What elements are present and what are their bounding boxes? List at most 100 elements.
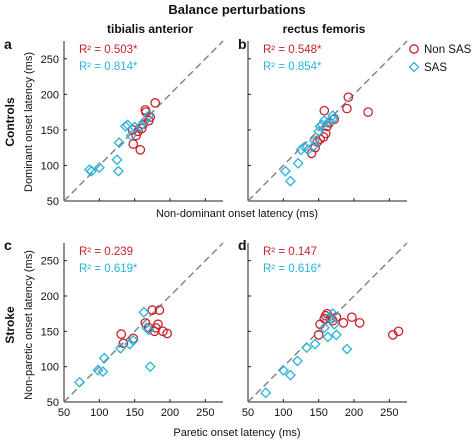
r2-non-sas-b: R² = 0.548* bbox=[263, 44, 322, 56]
x-tick-label-d: 250 bbox=[380, 407, 398, 419]
point-sas-d bbox=[260, 387, 272, 399]
point-sas-a bbox=[143, 110, 155, 122]
point-non-sas-c bbox=[147, 305, 158, 315]
r2-sas-b: R² = 0.854* bbox=[263, 61, 322, 73]
point-sas-d bbox=[323, 311, 335, 323]
point-sas-a bbox=[86, 165, 98, 177]
x-tick-label-c: 100 bbox=[90, 407, 108, 419]
col-title-tibialis: tibialis anterior bbox=[107, 22, 193, 36]
point-sas-b bbox=[316, 119, 328, 131]
point-sas-d bbox=[327, 308, 339, 320]
panel-c: 50 100 150 200 250 50 100 150 200 250 R² = 0.239 R²… bbox=[41, 242, 224, 419]
point-sas-d bbox=[277, 364, 289, 376]
panel-letter-d: d bbox=[238, 237, 247, 253]
point-non-sas-d bbox=[338, 318, 349, 328]
point-sas-d bbox=[341, 343, 353, 355]
x-tick-label-d: 50 bbox=[242, 407, 254, 419]
identity-line-c bbox=[63, 242, 224, 403]
identity-line-d bbox=[247, 242, 408, 403]
point-sas-c bbox=[97, 366, 109, 378]
legend-non-sas-marker bbox=[409, 44, 419, 54]
figure-title: Balance perturbations bbox=[168, 2, 305, 17]
x-tick-label-d: 200 bbox=[345, 407, 363, 419]
x-tick-label-c: 150 bbox=[125, 407, 143, 419]
point-non-sas-a bbox=[150, 98, 161, 108]
r2-non-sas-d: R² = 0.147 bbox=[263, 246, 317, 258]
panel-a: 50 100 150 200 250 R² = 0.503* R² = 0.814* bbox=[41, 40, 224, 208]
point-non-sas-b bbox=[319, 105, 330, 116]
point-sas-b bbox=[327, 110, 339, 122]
y-tick-label-c: 200 bbox=[41, 291, 59, 303]
point-sas-c bbox=[143, 324, 155, 336]
point-sas-a bbox=[122, 119, 134, 131]
x-tick-label-c: 250 bbox=[196, 407, 214, 419]
legend-sas-label: SAS bbox=[424, 62, 447, 74]
r2-sas-c: R² = 0.619* bbox=[79, 263, 138, 275]
panel-letter-c: c bbox=[4, 237, 12, 253]
point-non-sas-d bbox=[354, 318, 365, 328]
point-non-sas-c bbox=[154, 305, 165, 315]
point-sas-d bbox=[330, 329, 342, 341]
row-label-controls: Controls bbox=[3, 97, 17, 147]
point-sas-d bbox=[284, 369, 296, 381]
x-tick-label-c: 50 bbox=[58, 407, 70, 419]
point-non-sas-b bbox=[363, 107, 373, 117]
panel-b: R² = 0.548* R² = 0.854* bbox=[247, 40, 408, 202]
y-tick-label-a: 250 bbox=[41, 54, 59, 66]
identity-line-b bbox=[247, 40, 408, 202]
r2-non-sas-a: R² = 0.503* bbox=[79, 44, 138, 56]
x-tick-label-c: 200 bbox=[161, 407, 179, 419]
point-sas-d bbox=[301, 342, 313, 354]
y-tick-label-a: 150 bbox=[41, 125, 59, 137]
legend-sas-marker bbox=[408, 61, 420, 73]
y-tick-label-c: 250 bbox=[41, 256, 59, 268]
ylabel-stroke: Non-paretic onset latency (ms) bbox=[23, 250, 35, 400]
point-sas-c bbox=[144, 361, 156, 373]
point-non-sas-b bbox=[342, 103, 352, 114]
point-non-sas-d bbox=[313, 330, 324, 340]
point-sas-d bbox=[291, 355, 303, 367]
point-sas-a bbox=[111, 154, 123, 166]
panel-letter-a: a bbox=[4, 36, 12, 52]
row-label-stroke: Stroke bbox=[3, 306, 17, 344]
panel-letter-b: b bbox=[238, 36, 247, 52]
col-title-rectus: rectus femoris bbox=[283, 22, 366, 36]
point-non-sas-c bbox=[116, 329, 127, 340]
point-non-sas-c bbox=[153, 319, 163, 330]
panel-d: 50 100 150 200 250 R² = 0.147 R² = 0.616* bbox=[242, 242, 408, 419]
r2-sas-d: R² = 0.616* bbox=[263, 263, 322, 275]
legend-non-sas-label: Non SAS bbox=[424, 44, 472, 56]
ylabel-controls: Dominant onset latency (ms) bbox=[23, 52, 35, 192]
point-sas-b bbox=[308, 135, 320, 147]
point-sas-a bbox=[93, 162, 105, 174]
point-sas-b bbox=[279, 165, 291, 177]
y-tick-label-c: 100 bbox=[41, 362, 59, 374]
point-sas-a bbox=[113, 137, 125, 149]
xlabel-stroke: Paretic onset latency (ms) bbox=[173, 427, 300, 439]
point-sas-d bbox=[328, 318, 340, 330]
x-tick-label-d: 100 bbox=[274, 407, 292, 419]
y-tick-label-a: 50 bbox=[47, 196, 59, 208]
point-sas-b bbox=[292, 157, 304, 169]
point-non-sas-a bbox=[128, 139, 139, 149]
y-tick-label-a: 100 bbox=[41, 160, 59, 172]
point-non-sas-c bbox=[118, 338, 129, 349]
point-sas-b bbox=[284, 175, 296, 187]
point-sas-c bbox=[92, 364, 104, 376]
point-non-sas-d bbox=[347, 312, 357, 323]
point-sas-d bbox=[309, 338, 321, 350]
point-sas-b bbox=[308, 140, 320, 152]
point-sas-c bbox=[115, 342, 127, 354]
point-non-sas-c bbox=[162, 328, 173, 339]
point-sas-c bbox=[98, 352, 110, 364]
point-sas-c bbox=[138, 306, 150, 318]
y-tick-label-c: 50 bbox=[47, 397, 59, 409]
point-sas-c bbox=[124, 338, 136, 350]
point-non-sas-b bbox=[343, 92, 354, 103]
point-sas-b bbox=[295, 144, 307, 156]
point-sas-c bbox=[127, 335, 139, 347]
point-sas-c bbox=[74, 376, 86, 388]
y-tick-label-c: 150 bbox=[41, 326, 59, 338]
point-non-sas-b bbox=[329, 114, 340, 125]
